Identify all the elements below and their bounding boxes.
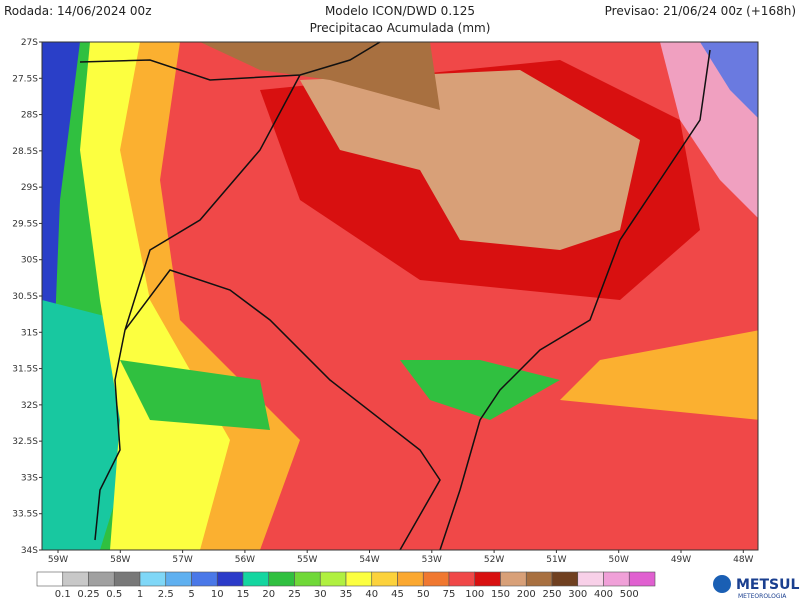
legend-label: 0.1 xyxy=(55,589,71,600)
lat-label: 33.5S xyxy=(12,510,38,520)
legend-swatch xyxy=(62,571,89,587)
lat-label: 28.5S xyxy=(12,147,38,157)
legend-label: 25 xyxy=(288,589,301,600)
legend-label: 20 xyxy=(262,589,275,600)
legend-swatch xyxy=(139,571,167,587)
lat-label: 32S xyxy=(21,401,38,411)
legend-label: 15 xyxy=(237,589,250,600)
legend-label: 500 xyxy=(620,589,639,600)
legend-label: 1 xyxy=(137,589,143,600)
legend-swatch xyxy=(577,571,604,587)
legend-label: 2.5 xyxy=(158,589,174,600)
lat-label: 32.5S xyxy=(12,437,38,447)
legend-label: 0.5 xyxy=(106,589,122,600)
legend-label: 50 xyxy=(417,589,430,600)
legend-swatch xyxy=(397,571,424,587)
legend-swatch xyxy=(319,571,347,587)
run-time: Rodada: 14/06/2024 00z xyxy=(4,4,152,18)
legend-label: 200 xyxy=(517,589,536,600)
lon-label: 59W xyxy=(48,555,68,565)
legend-swatch xyxy=(36,571,64,587)
legend-swatch xyxy=(345,571,373,587)
legend-label: 30 xyxy=(314,589,327,600)
logo-sub: METEOROLOGIA xyxy=(738,593,787,600)
legend-swatch xyxy=(294,571,321,587)
model-name: Modelo ICON/DWD 0.125 xyxy=(325,4,475,18)
lat-axis: 27S 27.5S 28S 28.5S 29S 29.5S 30S 30.5S 31S 31.5S… xyxy=(12,38,42,556)
lat-label: 27S xyxy=(21,38,38,48)
precip-field xyxy=(42,42,758,550)
legend-label: 0.25 xyxy=(77,589,99,600)
legend-label: 35 xyxy=(340,589,353,600)
legend-label: 75 xyxy=(443,589,456,600)
lat-label: 29S xyxy=(21,183,38,193)
logo-name: METSUL xyxy=(736,577,799,593)
legend-label: 150 xyxy=(491,589,510,600)
logo: METSUL METEOROLOGIA xyxy=(713,575,799,600)
lat-label: 30.5S xyxy=(12,292,38,302)
lon-label: 54W xyxy=(359,555,379,565)
lon-label: 57W xyxy=(172,555,192,565)
lat-label: 30S xyxy=(21,256,38,266)
lon-label: 51W xyxy=(546,555,566,565)
legend-label: 40 xyxy=(365,589,378,600)
legend-swatch xyxy=(371,571,398,587)
legend-label: 300 xyxy=(568,589,587,600)
lon-label: 56W xyxy=(235,555,255,565)
lon-label: 48W xyxy=(733,555,753,565)
legend-swatch xyxy=(422,571,450,587)
legend-swatch xyxy=(628,571,656,587)
legend-label: 250 xyxy=(542,589,561,600)
legend-swatch xyxy=(448,571,476,587)
legend-swatch xyxy=(88,571,115,587)
lon-label: 52W xyxy=(484,555,504,565)
lat-label: 27.5S xyxy=(12,74,38,84)
legend-swatch xyxy=(216,571,244,587)
legend-swatch xyxy=(113,571,141,587)
lon-label: 55W xyxy=(297,555,317,565)
lat-label: 34S xyxy=(21,546,38,556)
lat-label: 31.5S xyxy=(12,365,38,375)
legend-swatch xyxy=(525,571,553,587)
legend-label: 5 xyxy=(188,589,194,600)
legend-swatch xyxy=(191,571,218,587)
lat-label: 31S xyxy=(21,328,38,338)
legend-swatch xyxy=(268,571,295,587)
borders xyxy=(79,41,711,551)
legend-swatch xyxy=(165,571,192,587)
lon-axis: 59W 58W 57W 56W 55W 54W 53W 52W 51W 50W 49W 48W xyxy=(48,550,754,565)
legend-label: 400 xyxy=(594,589,613,600)
legend-label: 45 xyxy=(391,589,404,600)
legend-swatch xyxy=(500,571,527,587)
lon-label: 53W xyxy=(422,555,442,565)
lon-label: 58W xyxy=(110,555,130,565)
lat-label: 29.5S xyxy=(12,219,38,229)
lat-label: 28S xyxy=(21,111,38,121)
lon-label: 49W xyxy=(671,555,691,565)
legend-label: 100 xyxy=(465,589,484,600)
forecast-time: Previsao: 21/06/24 00z (+168h) xyxy=(605,4,796,18)
legend-swatch xyxy=(242,571,270,587)
lon-label: 50W xyxy=(609,555,629,565)
legend-label: 10 xyxy=(211,589,224,600)
legend-swatch xyxy=(551,571,579,587)
color-legend: 0.1 0.25 0.5 1 2.5 5 10 15 20 25 30 35 40 45 50 75 100 15… xyxy=(36,571,656,600)
legend-swatch xyxy=(603,571,630,587)
legend-swatch xyxy=(474,571,501,587)
subtitle: Precipitacao Acumulada (mm) xyxy=(310,21,491,35)
lat-label: 33S xyxy=(21,473,38,483)
